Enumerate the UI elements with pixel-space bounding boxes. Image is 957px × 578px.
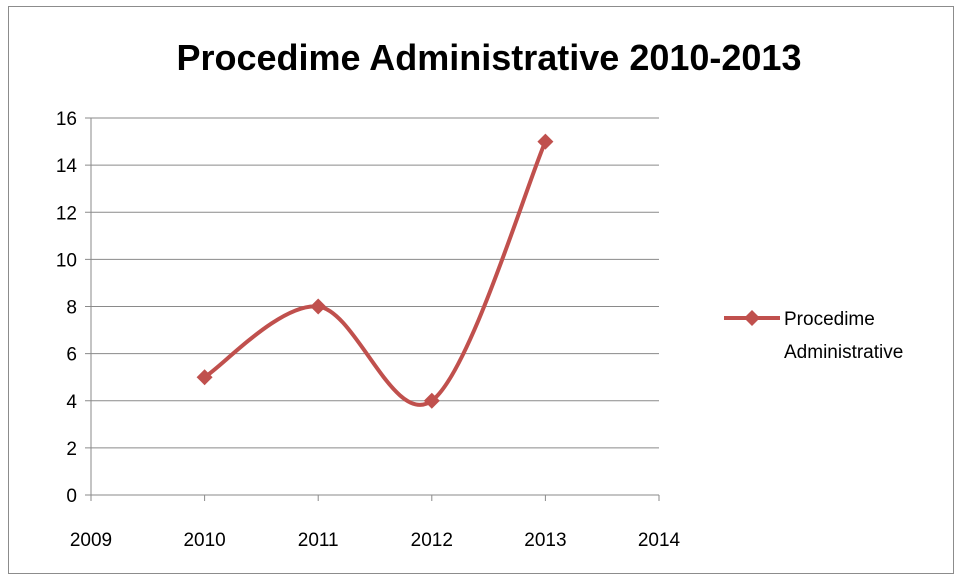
x-tick-label: 2012 (411, 530, 453, 551)
y-tick-label: 14 (56, 156, 78, 177)
y-tick-label: 4 (66, 392, 77, 413)
y-tick-label: 16 (56, 109, 77, 130)
chart-title: Procedime Administrative 2010-2013 (177, 37, 802, 78)
x-tick-label: 2014 (638, 530, 681, 551)
series-markers (196, 133, 554, 409)
x-tick-label: 2010 (183, 530, 225, 551)
y-tick-label: 0 (66, 486, 77, 507)
data-point-marker (423, 392, 440, 409)
x-axis-ticks: 2009 2010 2011 2012 2013 2014 (70, 495, 681, 551)
y-tick-label: 2 (66, 439, 77, 460)
y-axis-ticks: 0 2 4 6 8 10 12 14 16 (56, 109, 91, 507)
x-tick-label: 2011 (298, 530, 339, 551)
data-point-marker (537, 133, 554, 150)
y-tick-label: 10 (56, 250, 77, 271)
legend-label-line-1: Procedime (784, 309, 875, 330)
y-tick-label: 6 (66, 345, 77, 366)
legend: Procedime Administrative (724, 309, 903, 363)
legend-marker (744, 310, 760, 326)
gridlines (91, 117, 659, 449)
y-tick-label: 12 (56, 203, 77, 224)
y-tick-label: 8 (66, 298, 77, 319)
series-line (202, 139, 548, 407)
data-point-marker (310, 298, 327, 315)
x-tick-label: 2013 (524, 530, 566, 551)
legend-label-line-2: Administrative (784, 342, 903, 363)
chart-frame (8, 6, 954, 574)
data-point-marker (196, 369, 213, 386)
x-tick-label: 2009 (70, 530, 112, 551)
